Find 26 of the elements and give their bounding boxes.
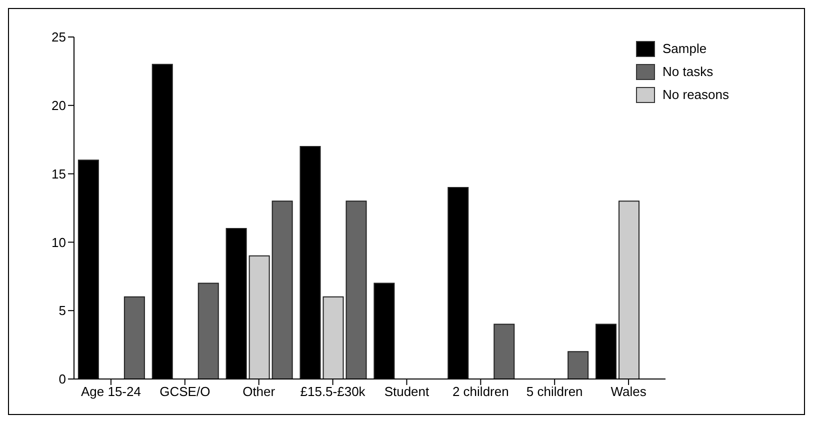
legend-label: No tasks [662, 64, 714, 79]
bar [322, 296, 344, 379]
bar [124, 296, 145, 379]
y-tick-label: 25 [52, 30, 66, 45]
bar [198, 282, 219, 379]
x-tick-label: 2 children [452, 384, 509, 400]
y-tick-label: 5 [58, 303, 66, 318]
legend-label: No reasons [662, 87, 729, 102]
y-tick-label: 15 [52, 166, 66, 182]
bar [568, 351, 589, 379]
x-tick-label: Other [242, 384, 276, 400]
y-tick-label: 10 [52, 234, 66, 250]
bar [248, 255, 270, 379]
y-tick-label: 20 [52, 98, 66, 114]
y-tick-label: 0 [58, 372, 66, 387]
legend-label: Sample [662, 41, 707, 56]
bar [346, 200, 367, 379]
x-tick-label: Age 15-24 [80, 384, 141, 400]
x-tick-label: £15.5-£30k [300, 384, 366, 400]
x-tick-label: Student [384, 384, 430, 400]
bar [272, 200, 293, 379]
x-tick-label: Wales [610, 384, 647, 400]
bar [618, 200, 640, 379]
x-tick-label: GCSE/O [160, 384, 210, 400]
x-tick-label: 5 children [526, 384, 583, 400]
bar [494, 324, 515, 379]
